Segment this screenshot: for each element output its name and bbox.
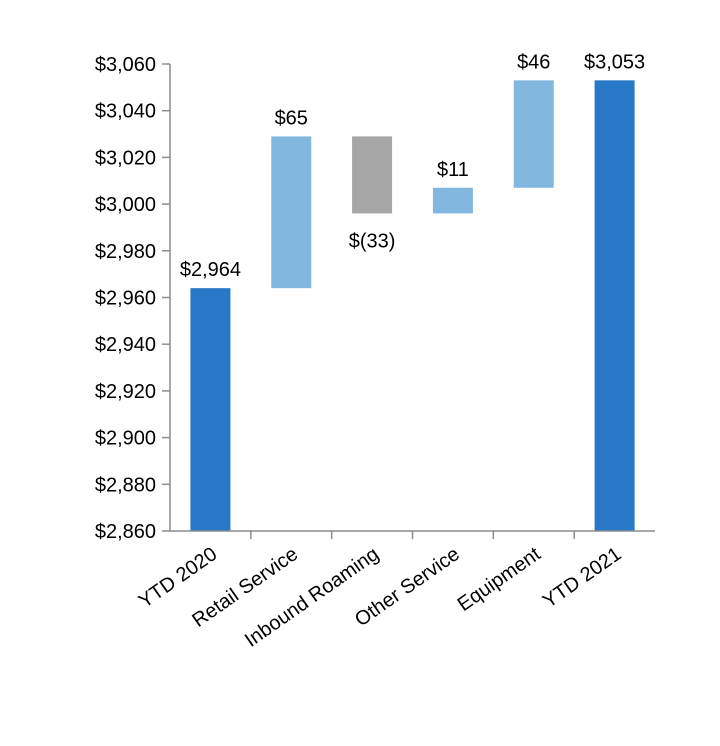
data-label: $2,964 <box>180 259 241 281</box>
y-tick-label: $3,020 <box>95 147 156 169</box>
bar <box>513 80 554 188</box>
y-tick-label: $2,980 <box>95 241 156 263</box>
data-label: $11 <box>437 159 469 181</box>
y-tick-label: $2,940 <box>95 334 156 356</box>
data-label: $65 <box>275 107 308 129</box>
bars <box>190 80 635 531</box>
x-axis-ticks <box>250 531 575 539</box>
y-tick-label: $2,960 <box>95 288 156 310</box>
x-tick-label: Inbound Roaming <box>241 543 383 652</box>
x-tick-label: YTD 2021 <box>539 543 625 613</box>
x-tick-label: Equipment <box>454 543 545 616</box>
data-label: $(33) <box>349 230 396 252</box>
y-tick-label: $3,040 <box>95 101 156 123</box>
bar <box>594 80 635 531</box>
y-tick-label: $2,880 <box>95 474 156 496</box>
y-tick-label: $3,060 <box>95 54 156 76</box>
bar <box>432 187 473 214</box>
y-tick-label: $2,920 <box>95 381 156 403</box>
data-label: $3,053 <box>584 51 645 73</box>
data-labels: $2,964 $65 $(33) $11 $46 $3,053 <box>180 51 645 281</box>
y-tick-label: $3,000 <box>95 194 156 216</box>
bar <box>190 288 231 531</box>
y-tick-label: $2,860 <box>95 521 156 543</box>
data-label: $46 <box>517 51 550 73</box>
y-tick-label: $2,900 <box>95 428 156 450</box>
bar <box>352 136 393 214</box>
bar <box>271 136 312 289</box>
y-axis-ticks: $2,860 $2,880 $2,900 $2,920 $2,940 $2,960 $2,9… <box>95 54 170 543</box>
